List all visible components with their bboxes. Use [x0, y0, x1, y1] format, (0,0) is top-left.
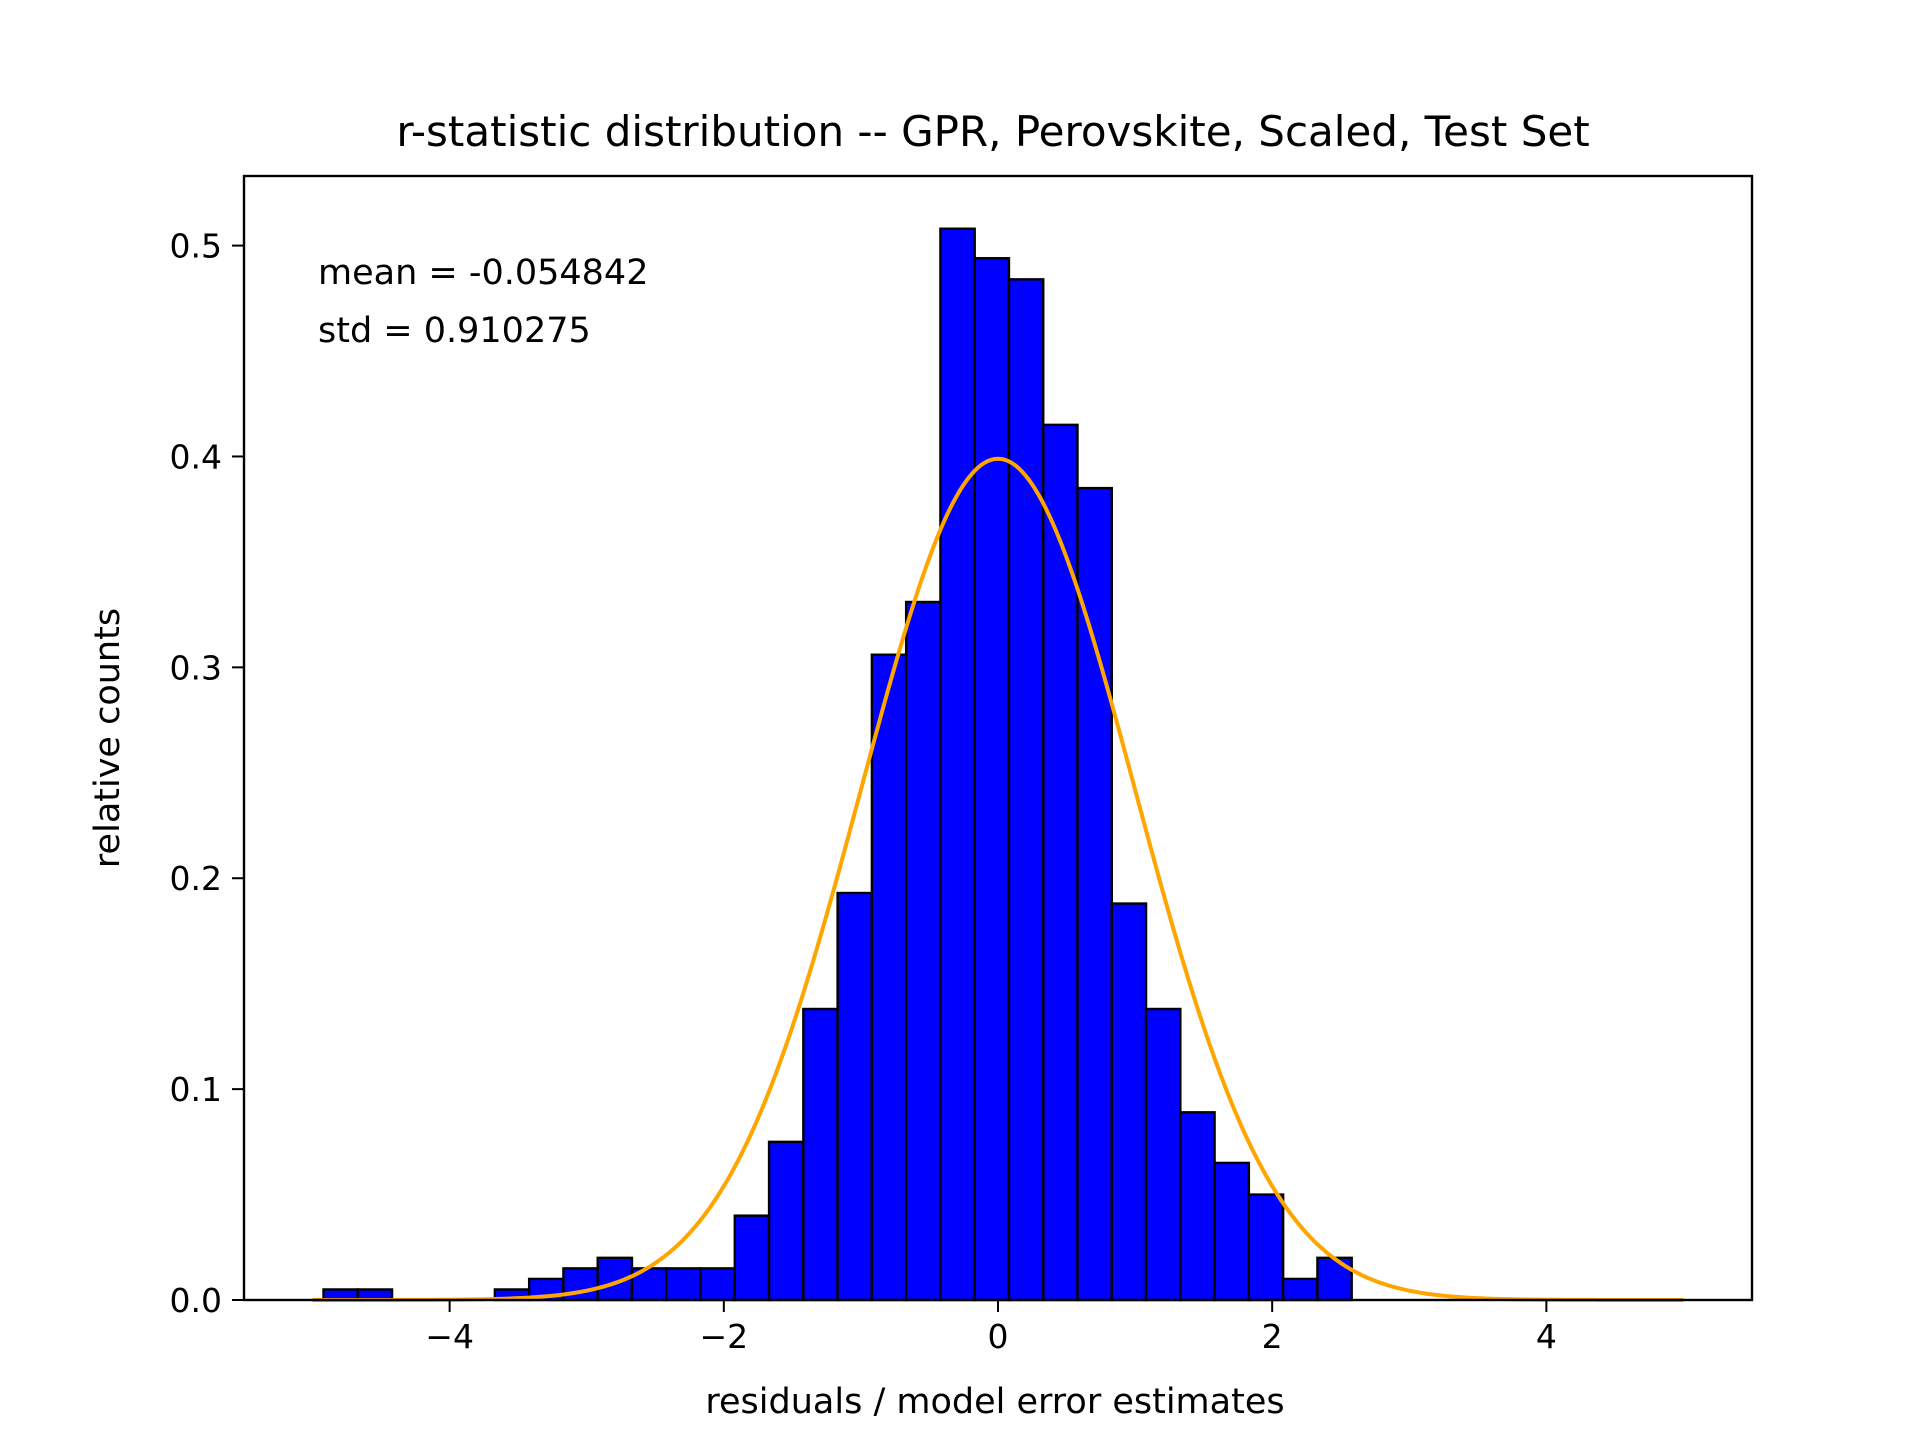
- chart-title: r-statistic distribution -- GPR, Perovsk…: [396, 107, 1589, 156]
- normal-pdf-curve: [312, 456, 1684, 1302]
- mean-annotation: mean = -0.054842: [318, 253, 648, 293]
- y-tick-label: 0.2: [170, 859, 222, 898]
- std-annotation: std = 0.910275: [318, 311, 591, 351]
- histogram-bar: [802, 1007, 839, 1302]
- y-tick-label: 0.4: [170, 437, 222, 476]
- histogram-bar: [904, 600, 942, 1302]
- y-axis-label: relative counts: [88, 608, 128, 868]
- y-tick-label: 0.5: [170, 227, 222, 266]
- histogram-bar: [665, 1267, 702, 1302]
- y-tick-label: 0.1: [170, 1070, 222, 1109]
- histogram-bars: [322, 227, 1353, 1302]
- y-axis: 0.0 0.1 0.2 0.3 0.4 0.5: [170, 227, 244, 1320]
- histogram-bar: [733, 1214, 771, 1302]
- x-tick-label: 2: [1262, 1317, 1283, 1356]
- histogram-bar: [1213, 1161, 1251, 1302]
- histogram-bar: [1076, 486, 1113, 1302]
- histogram-bar: [767, 1140, 805, 1302]
- histogram-bar: [1179, 1111, 1216, 1302]
- histogram-bar: [1042, 423, 1079, 1302]
- histogram-bar: [973, 257, 1011, 1302]
- x-tick-label: −2: [699, 1317, 748, 1356]
- histogram-bar: [1110, 902, 1148, 1302]
- histogram-bar: [870, 653, 908, 1302]
- histogram-bar: [1144, 1007, 1182, 1302]
- y-tick-label: 0.0: [170, 1281, 222, 1320]
- histogram-bar: [699, 1267, 736, 1302]
- histogram-bar: [1281, 1277, 1319, 1302]
- histogram-bar: [1007, 278, 1045, 1302]
- x-tick-label: 4: [1536, 1317, 1557, 1356]
- histogram-bar: [939, 227, 976, 1302]
- x-axis-label: residuals / model error estimates: [705, 1382, 1284, 1422]
- histogram-bar: [1247, 1193, 1285, 1302]
- y-tick-label: 0.3: [170, 648, 222, 687]
- histogram-bar: [836, 891, 874, 1302]
- x-tick-label: −4: [425, 1317, 474, 1356]
- x-tick-label: 0: [988, 1317, 1009, 1356]
- histogram-bar: [1316, 1256, 1353, 1302]
- x-axis: −4 −2 0 2 4: [425, 1300, 1557, 1356]
